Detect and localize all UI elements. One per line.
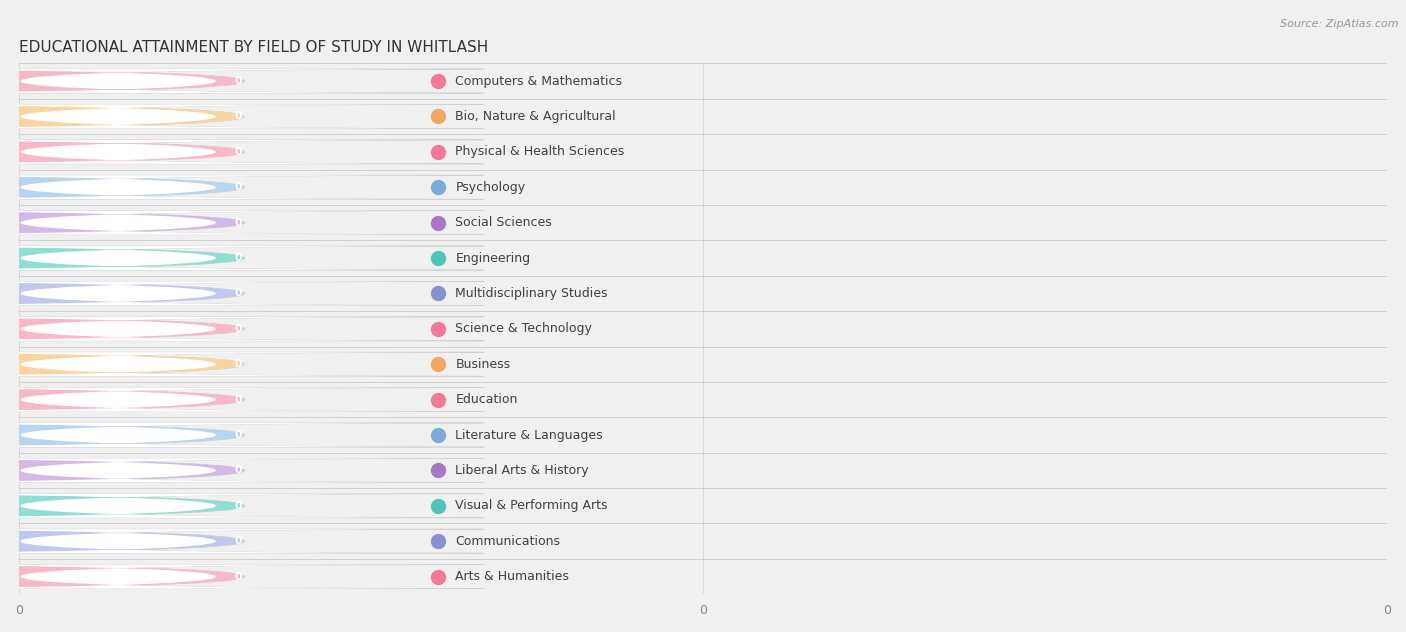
Text: 0: 0: [235, 288, 242, 298]
Text: Literature & Languages: Literature & Languages: [456, 428, 603, 442]
Text: Visual & Performing Arts: Visual & Performing Arts: [456, 499, 607, 513]
FancyBboxPatch shape: [0, 317, 485, 341]
Text: Science & Technology: Science & Technology: [456, 322, 592, 336]
FancyBboxPatch shape: [0, 387, 485, 411]
FancyBboxPatch shape: [0, 387, 484, 411]
FancyBboxPatch shape: [0, 69, 245, 93]
Text: Source: ZipAtlas.com: Source: ZipAtlas.com: [1281, 19, 1399, 29]
FancyBboxPatch shape: [0, 352, 485, 376]
FancyBboxPatch shape: [0, 494, 485, 518]
Text: Social Sciences: Social Sciences: [456, 216, 553, 229]
FancyBboxPatch shape: [0, 175, 484, 199]
FancyBboxPatch shape: [0, 281, 245, 305]
FancyBboxPatch shape: [0, 458, 245, 482]
Text: Business: Business: [456, 358, 510, 371]
Text: Engineering: Engineering: [456, 252, 530, 265]
FancyBboxPatch shape: [0, 564, 245, 588]
Text: Multidisciplinary Studies: Multidisciplinary Studies: [456, 287, 607, 300]
Text: 0: 0: [235, 501, 242, 511]
Text: 0: 0: [235, 571, 242, 581]
FancyBboxPatch shape: [0, 281, 485, 305]
FancyBboxPatch shape: [0, 494, 245, 518]
FancyBboxPatch shape: [0, 69, 485, 93]
FancyBboxPatch shape: [0, 387, 245, 411]
Text: 0: 0: [235, 394, 242, 404]
FancyBboxPatch shape: [0, 564, 484, 588]
FancyBboxPatch shape: [0, 246, 485, 270]
FancyBboxPatch shape: [0, 529, 484, 553]
FancyBboxPatch shape: [0, 564, 485, 588]
Text: Liberal Arts & History: Liberal Arts & History: [456, 464, 589, 477]
Text: Arts & Humanities: Arts & Humanities: [456, 570, 569, 583]
FancyBboxPatch shape: [0, 352, 484, 376]
Text: Psychology: Psychology: [456, 181, 526, 194]
FancyBboxPatch shape: [0, 175, 485, 199]
Text: 0: 0: [235, 465, 242, 475]
Text: Education: Education: [456, 393, 517, 406]
FancyBboxPatch shape: [0, 140, 245, 164]
FancyBboxPatch shape: [0, 140, 484, 164]
FancyBboxPatch shape: [0, 458, 484, 482]
FancyBboxPatch shape: [0, 246, 484, 270]
Text: EDUCATIONAL ATTAINMENT BY FIELD OF STUDY IN WHITLASH: EDUCATIONAL ATTAINMENT BY FIELD OF STUDY…: [20, 40, 488, 55]
Text: 0: 0: [235, 253, 242, 263]
FancyBboxPatch shape: [0, 529, 485, 553]
FancyBboxPatch shape: [0, 317, 484, 341]
FancyBboxPatch shape: [0, 529, 245, 553]
Text: Bio, Nature & Agricultural: Bio, Nature & Agricultural: [456, 110, 616, 123]
FancyBboxPatch shape: [0, 458, 485, 482]
Text: 0: 0: [235, 147, 242, 157]
FancyBboxPatch shape: [0, 210, 484, 234]
FancyBboxPatch shape: [0, 175, 245, 199]
Text: 0: 0: [235, 217, 242, 228]
FancyBboxPatch shape: [0, 104, 485, 128]
FancyBboxPatch shape: [0, 210, 485, 234]
Text: Physical & Health Sciences: Physical & Health Sciences: [456, 145, 624, 159]
FancyBboxPatch shape: [0, 352, 245, 376]
Text: 0: 0: [235, 536, 242, 546]
FancyBboxPatch shape: [0, 246, 245, 270]
FancyBboxPatch shape: [0, 423, 484, 447]
Text: Computers & Mathematics: Computers & Mathematics: [456, 75, 623, 88]
Text: 0: 0: [235, 324, 242, 334]
FancyBboxPatch shape: [0, 423, 245, 447]
FancyBboxPatch shape: [0, 104, 245, 128]
Text: 0: 0: [235, 182, 242, 192]
Text: 0: 0: [235, 111, 242, 121]
Text: Communications: Communications: [456, 535, 561, 548]
FancyBboxPatch shape: [0, 494, 484, 518]
FancyBboxPatch shape: [0, 210, 245, 234]
Text: 0: 0: [235, 359, 242, 369]
FancyBboxPatch shape: [0, 69, 484, 93]
FancyBboxPatch shape: [0, 281, 484, 305]
FancyBboxPatch shape: [0, 140, 485, 164]
Text: 0: 0: [235, 76, 242, 86]
FancyBboxPatch shape: [0, 423, 485, 447]
FancyBboxPatch shape: [0, 317, 245, 341]
FancyBboxPatch shape: [0, 104, 484, 128]
Text: 0: 0: [235, 430, 242, 440]
